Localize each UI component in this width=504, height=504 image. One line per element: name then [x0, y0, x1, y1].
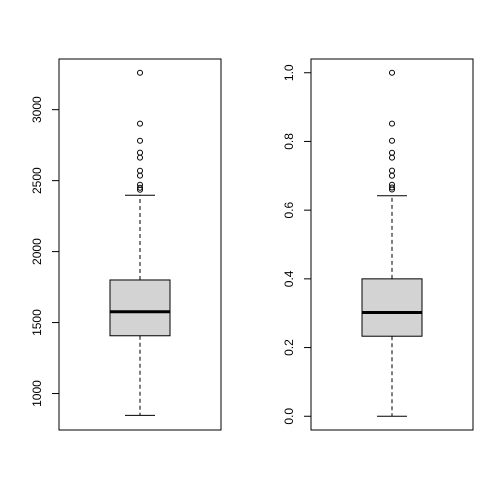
outlier	[389, 184, 395, 191]
y-tick-label: 3000	[30, 96, 44, 123]
outlier	[389, 137, 395, 144]
outlier	[389, 149, 395, 156]
outlier	[137, 69, 143, 76]
outlier	[137, 154, 143, 161]
y-tick-label: 2000	[30, 238, 44, 265]
y-tick-label: 1000	[30, 380, 44, 407]
box	[361, 278, 423, 337]
outlier	[137, 120, 143, 127]
y-tick-label: 1500	[30, 309, 44, 336]
y-tick-label: 0.2	[282, 339, 296, 356]
y-tick-label: 0.0	[282, 408, 296, 425]
y-tick-label: 2500	[30, 167, 44, 194]
outlier	[137, 186, 143, 193]
outlier	[137, 149, 143, 156]
outlier	[137, 137, 143, 144]
outlier	[137, 184, 143, 191]
outlier	[389, 172, 395, 179]
y-tick-label: 1.0	[282, 64, 296, 81]
outlier	[137, 167, 143, 174]
box	[109, 279, 171, 337]
outlier	[389, 69, 395, 76]
outlier	[389, 120, 395, 127]
outlier	[137, 172, 143, 179]
y-tick-label: 0.6	[282, 201, 296, 218]
outlier	[389, 154, 395, 161]
y-tick-label: 0.4	[282, 270, 296, 287]
outlier	[389, 186, 395, 193]
outlier	[389, 167, 395, 174]
y-tick-label: 0.8	[282, 133, 296, 150]
